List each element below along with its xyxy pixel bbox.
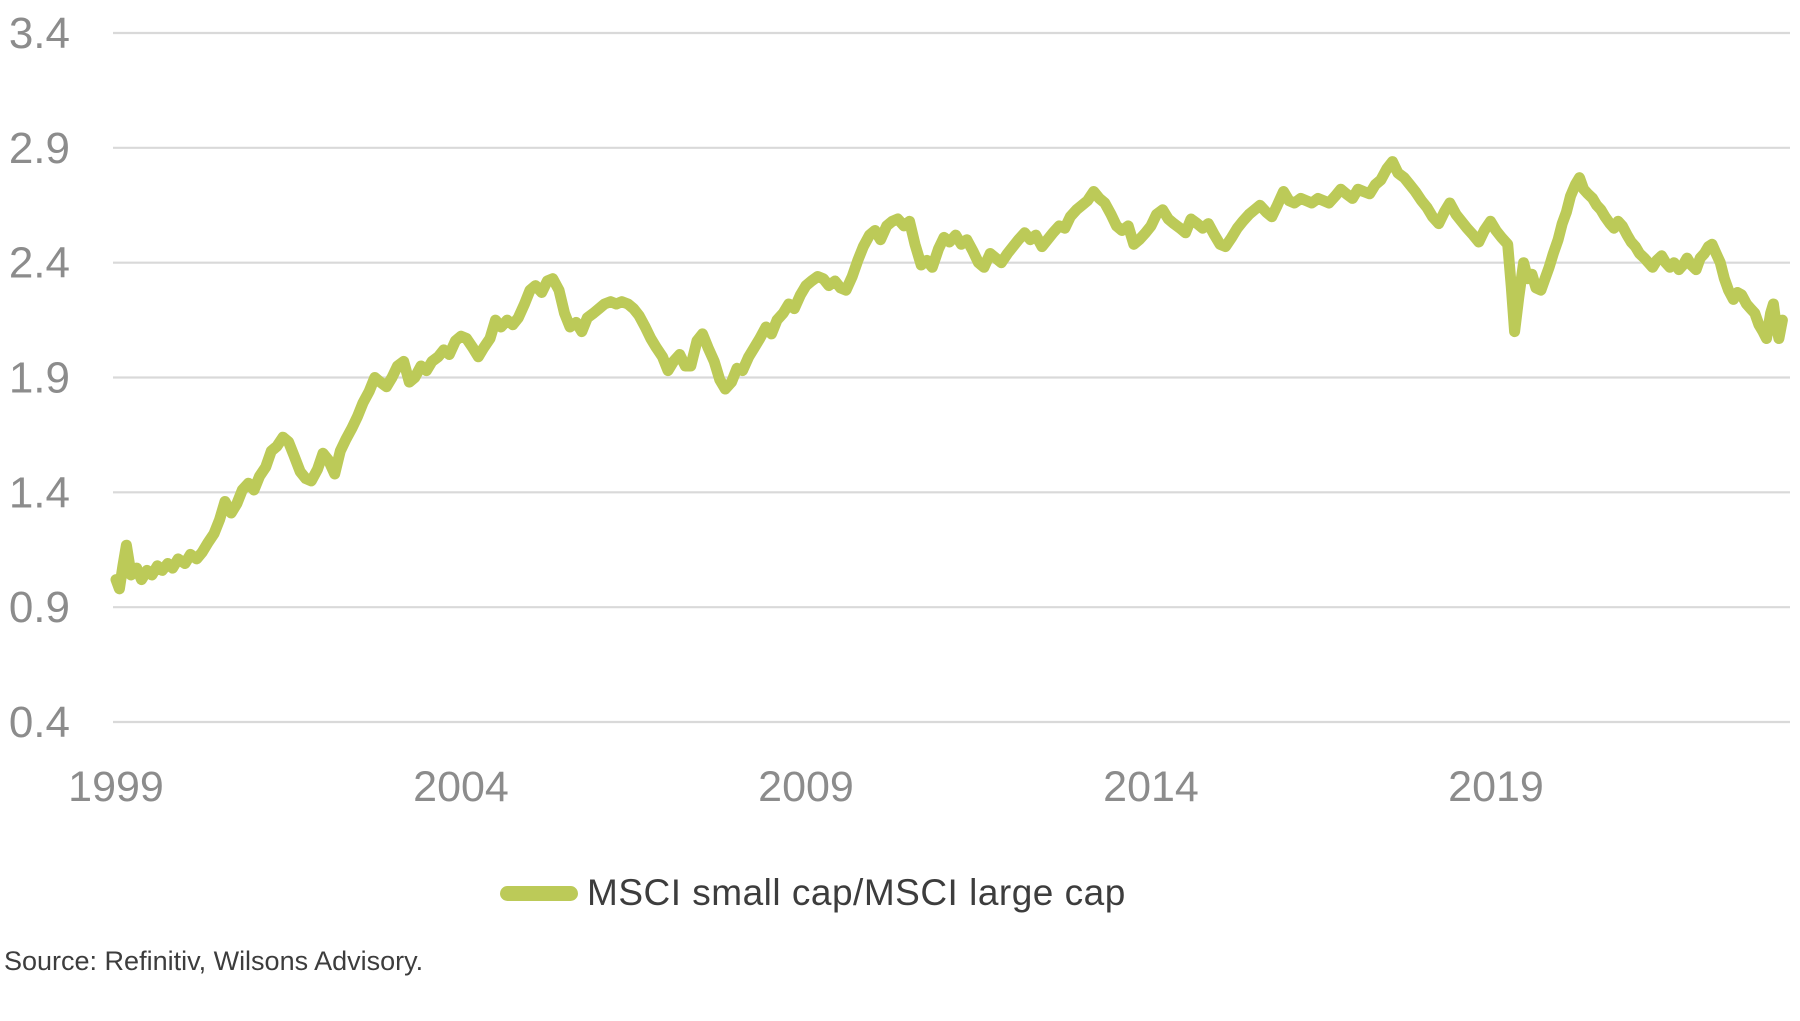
x-axis-tick-label: 2014 bbox=[1103, 763, 1199, 811]
ratio-line-series bbox=[110, 156, 1788, 595]
legend-label: MSCI small cap/MSCI large cap bbox=[587, 872, 1126, 913]
x-axis-tick-label: 1999 bbox=[68, 763, 164, 811]
y-axis-tick-label: 3.4 bbox=[9, 9, 70, 58]
x-axis-tick-label: 2009 bbox=[758, 763, 854, 811]
y-axis-tick-label: 2.4 bbox=[9, 239, 70, 288]
x-axis-tick-label: 2019 bbox=[1448, 763, 1544, 811]
legend-line-swatch bbox=[500, 885, 578, 901]
y-axis-tick-label: 1.4 bbox=[9, 468, 70, 517]
x-axis-tick-label: 2004 bbox=[413, 763, 509, 811]
y-axis-tick-label: 1.9 bbox=[9, 354, 70, 403]
y-axis-tick-label: 0.4 bbox=[9, 698, 70, 747]
y-axis-tick-label: 0.9 bbox=[9, 583, 70, 632]
source-note: Source: Refinitiv, Wilsons Advisory. bbox=[4, 946, 424, 976]
y-axis-tick-label: 2.9 bbox=[9, 124, 70, 173]
legend: MSCI small cap/MSCI large cap bbox=[500, 872, 1126, 914]
